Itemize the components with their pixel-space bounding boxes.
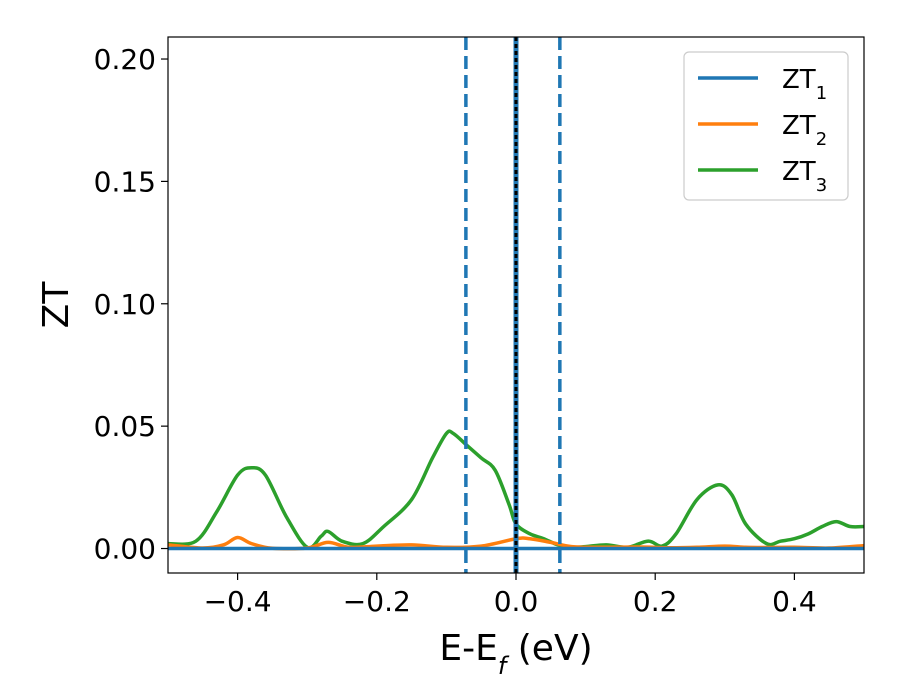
plot-area: [168, 37, 864, 573]
y-tick-label: 0.15: [94, 165, 156, 198]
legend-box: [683, 51, 849, 201]
legend-label: ZT2: [782, 111, 827, 150]
legend-label: ZT3: [782, 157, 827, 196]
x-axis-ticks: −0.4 −0.2 0.0 0.2 0.4: [204, 573, 817, 618]
x-tick-label: 0.2: [633, 585, 678, 618]
legend: ZT1 ZT2 ZT3: [683, 51, 849, 201]
y-tick-label: 0.05: [94, 410, 156, 443]
x-tick-label: −0.2: [343, 585, 411, 618]
y-tick-label: 0.10: [94, 288, 156, 321]
x-tick-label: 0.0: [494, 585, 539, 618]
x-tick-label: 0.4: [772, 585, 817, 618]
x-tick-label: −0.4: [204, 585, 272, 618]
y-axis-label: ZT: [36, 281, 77, 329]
y-tick-label: 0.20: [94, 43, 156, 76]
y-axis-ticks: 0.00 0.05 0.10 0.15 0.20: [94, 43, 168, 566]
y-tick-label: 0.00: [94, 533, 156, 566]
legend-label: ZT1: [782, 65, 827, 104]
x-axis-label: E-Ef (eV): [439, 628, 592, 680]
